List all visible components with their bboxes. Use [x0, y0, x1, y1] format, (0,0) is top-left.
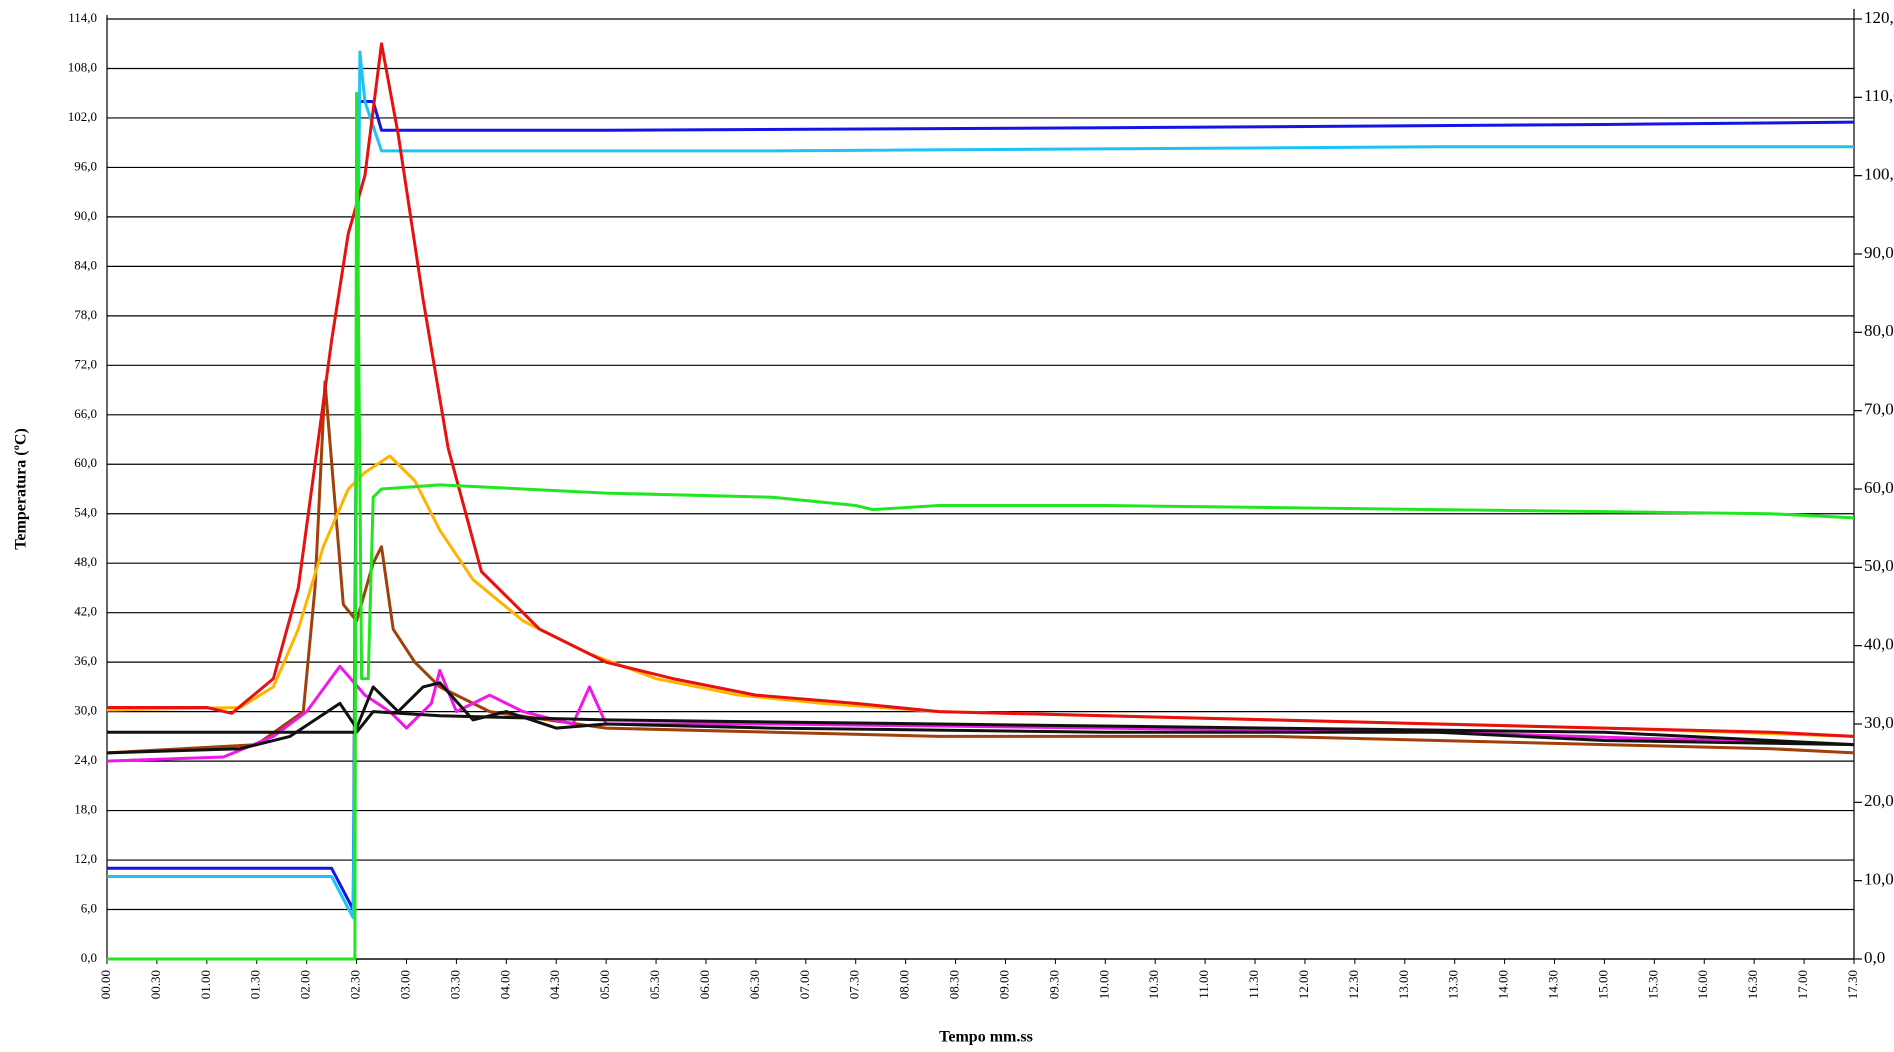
- series-line: [107, 50, 1854, 920]
- x-tick-label: 16.30: [1745, 970, 1760, 999]
- x-tick-label: 08.00: [897, 970, 912, 999]
- x-tick-label: 14.30: [1545, 970, 1560, 999]
- x-tick-label: 13.30: [1446, 970, 1461, 999]
- y-tick-label: 6,0: [81, 901, 97, 916]
- y2-tick-label: 0,0: [1864, 948, 1885, 967]
- y2-tick-label: 10,0: [1864, 870, 1894, 889]
- y-tick-label: 102,0: [68, 109, 97, 124]
- x-tick-label: 17.00: [1795, 970, 1810, 999]
- x-tick-label: 16.00: [1695, 970, 1710, 999]
- y-tick-label: 96,0: [74, 158, 97, 173]
- series-line: [107, 100, 1855, 911]
- series-line: [107, 91, 1855, 961]
- y2-tick-label: 70,0: [1864, 400, 1894, 419]
- x-tick-label: 07.30: [847, 970, 862, 999]
- x-tick-label: 04.30: [547, 970, 562, 999]
- x-tick-label: 01.30: [248, 970, 263, 999]
- y-tick-label: 0,0: [81, 950, 97, 965]
- x-tick-label: 12.00: [1296, 970, 1311, 999]
- series-line: [106, 681, 1855, 755]
- y-tick-label: 90,0: [74, 208, 97, 223]
- x-tick-label: 00.00: [98, 970, 113, 999]
- y2-tick-label: 40,0: [1864, 635, 1894, 654]
- series-line: [107, 42, 1855, 738]
- x-tick-label: 12.30: [1346, 970, 1361, 999]
- y2-tick-label: 120,0: [1864, 8, 1894, 27]
- y-tick-label: 24,0: [74, 752, 97, 767]
- x-tick-label: 04.00: [497, 970, 512, 999]
- y2-tick-label: 30,0: [1864, 713, 1894, 732]
- x-tick-label: 01.00: [198, 970, 213, 999]
- x-tick-label: 17.30: [1845, 970, 1860, 999]
- y-tick-label: 18,0: [74, 802, 97, 817]
- y2-tick-label: 50,0: [1864, 556, 1894, 575]
- x-tick-label: 02.30: [348, 970, 363, 999]
- y-tick-label: 30,0: [74, 703, 97, 718]
- series-line: [106, 380, 1855, 755]
- y-tick-label: 48,0: [74, 554, 97, 569]
- y2-tick-label: 90,0: [1864, 243, 1894, 262]
- y-tick-label: 72,0: [74, 356, 97, 371]
- x-tick-label: 15.00: [1595, 970, 1610, 999]
- y2-tick-label: 60,0: [1864, 478, 1894, 497]
- x-tick-label: 13.00: [1396, 970, 1411, 999]
- x-tick-label: 11.00: [1196, 970, 1211, 999]
- series-line: [107, 710, 1855, 747]
- y2-tick-label: 110,0: [1864, 86, 1894, 105]
- y-tick-label: 78,0: [74, 307, 97, 322]
- x-axis-title: Tempo mm.ss: [939, 1029, 1033, 1046]
- y2-tick-label: 20,0: [1864, 791, 1894, 810]
- x-tick-label: 05.00: [597, 970, 612, 999]
- x-tick-label: 05.30: [647, 970, 662, 999]
- y-tick-label: 66,0: [74, 406, 97, 421]
- x-tick-label: 07.00: [797, 970, 812, 999]
- y-tick-label: 36,0: [74, 653, 97, 668]
- x-tick-label: 00.30: [148, 970, 163, 999]
- y-tick-label: 114,0: [68, 10, 97, 25]
- x-tick-label: 03.30: [447, 970, 462, 999]
- y-axis-title: Temperatura (ºC): [13, 428, 30, 550]
- y2-tick-label: 80,0: [1864, 321, 1894, 340]
- x-tick-label: 06.00: [697, 970, 712, 999]
- y-tick-label: 54,0: [74, 505, 97, 520]
- x-tick-label: 10.30: [1146, 970, 1161, 999]
- y-tick-label: 42,0: [74, 604, 97, 619]
- x-tick-label: 11.30: [1246, 970, 1261, 999]
- y-tick-label: 108,0: [68, 59, 97, 74]
- y-tick-label: 84,0: [74, 257, 97, 272]
- x-tick-label: 15.30: [1645, 970, 1660, 999]
- x-tick-label: 14.00: [1496, 970, 1511, 999]
- x-tick-label: 09.00: [996, 970, 1011, 999]
- x-tick-label: 10.00: [1096, 970, 1111, 999]
- x-tick-label: 09.30: [1046, 970, 1061, 999]
- x-tick-label: 02.00: [298, 970, 313, 999]
- series-line: [106, 664, 1855, 763]
- x-tick-label: 06.30: [747, 970, 762, 999]
- x-tick-label: 03.00: [397, 970, 412, 999]
- x-tick-label: 08.30: [947, 970, 962, 999]
- y-tick-label: 60,0: [74, 455, 97, 470]
- y-tick-label: 12,0: [74, 851, 97, 866]
- y2-tick-label: 100,0: [1864, 165, 1894, 184]
